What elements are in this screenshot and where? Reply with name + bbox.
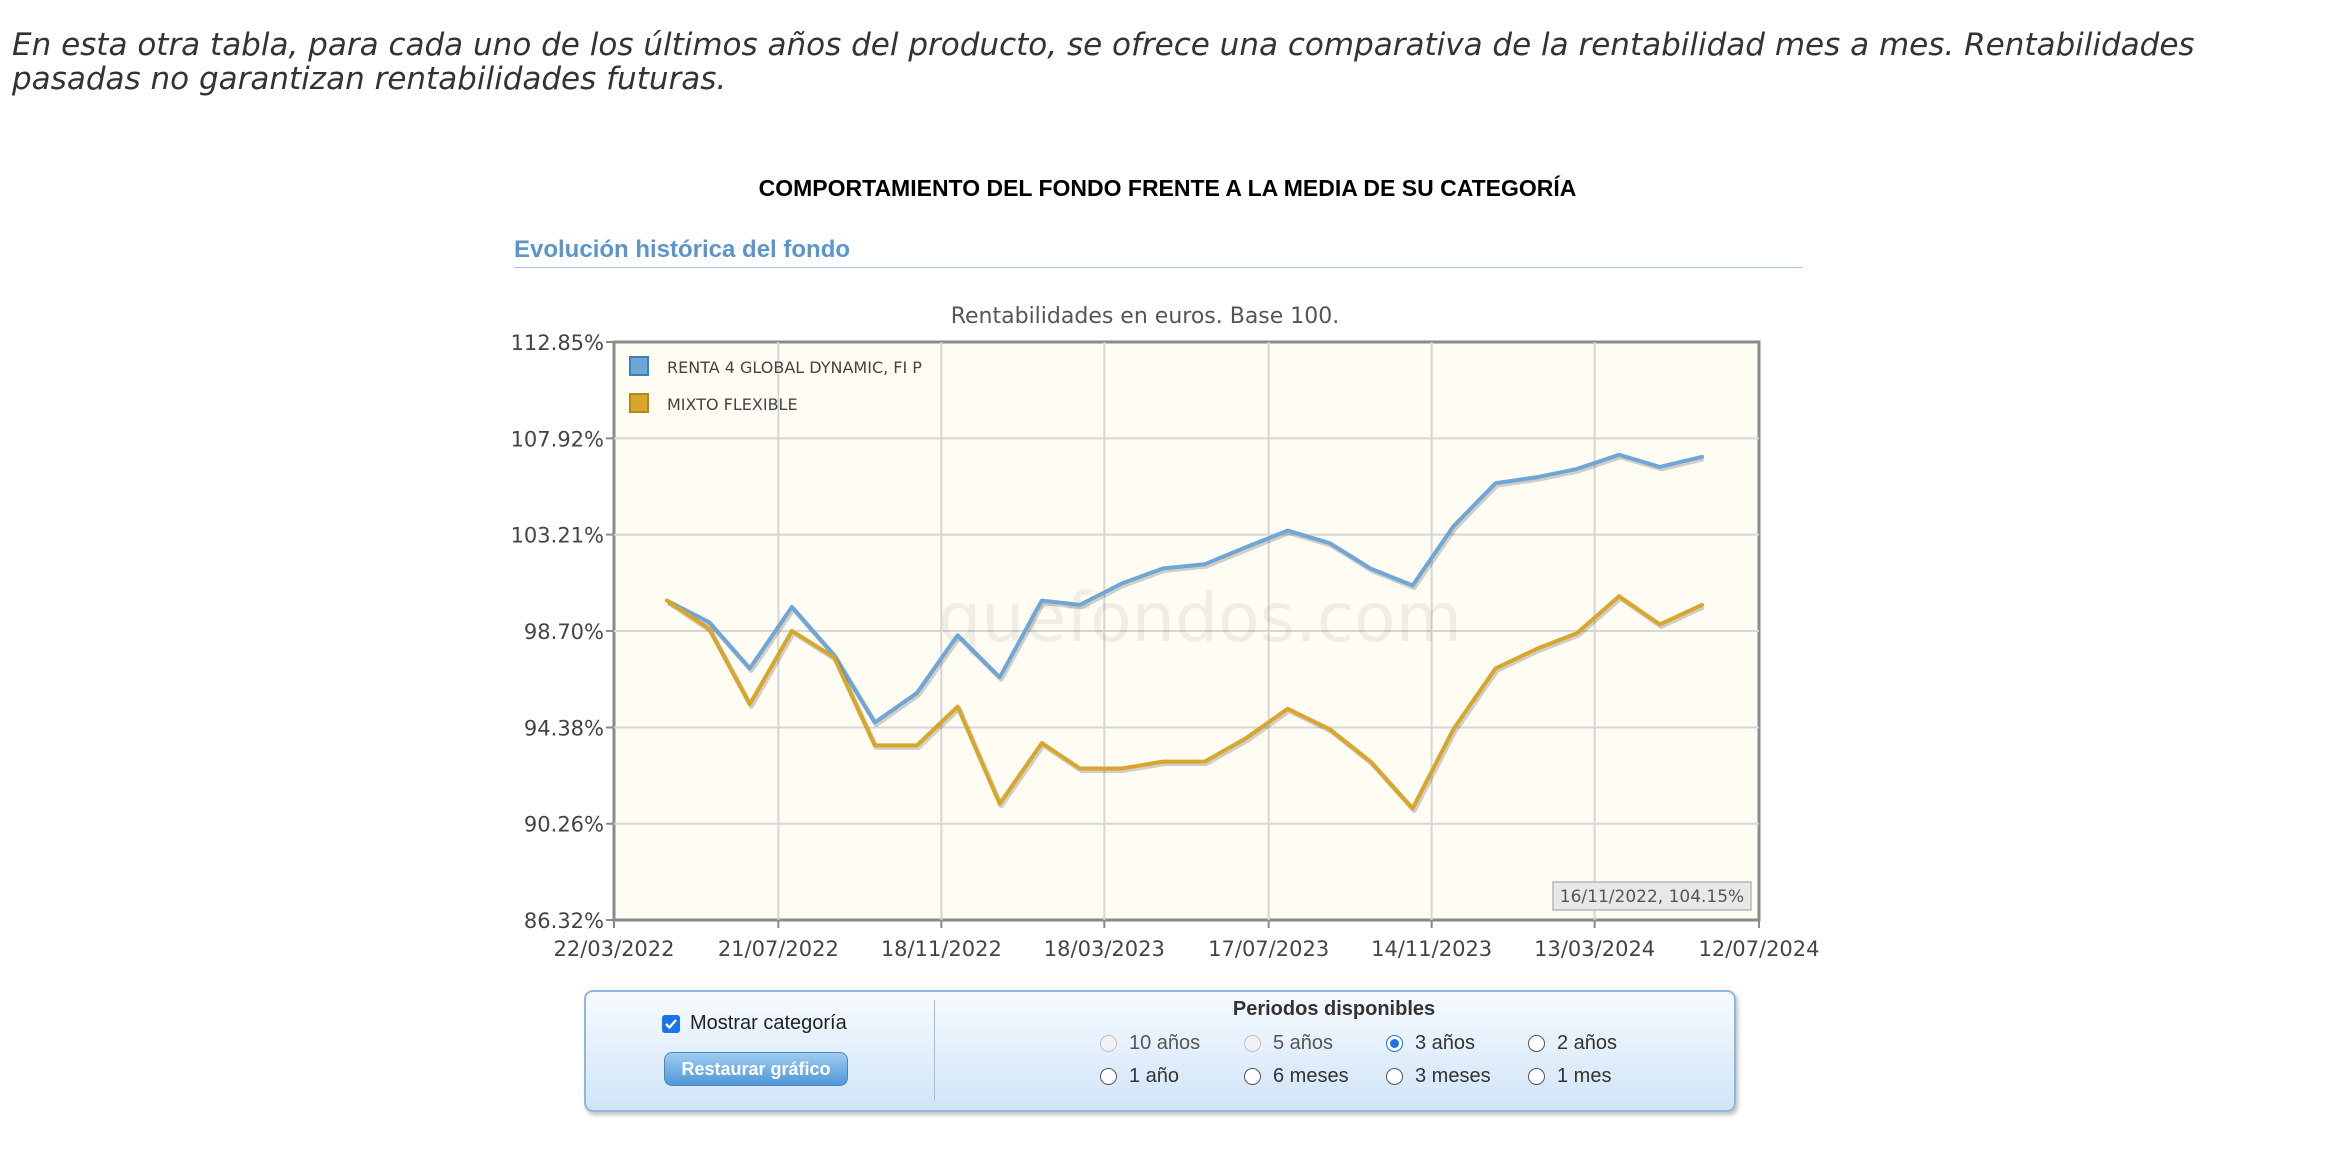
watermark: quefondos.com <box>938 579 1462 658</box>
period-label: 5 años <box>1273 1032 1334 1054</box>
period-radio[interactable] <box>1100 1035 1117 1052</box>
x-tick-label: 18/03/2023 <box>1044 937 1165 961</box>
legend: RENTA 4 GLOBAL DYNAMIC, FI P MIXTO FLEXI… <box>629 356 922 414</box>
period-radio[interactable] <box>1244 1068 1261 1085</box>
show-category-label[interactable]: Mostrar categoría <box>690 1012 847 1034</box>
periods-title: Periodos disponibles <box>1232 998 1436 1020</box>
period-option-3-years[interactable]: 3 años <box>1386 1032 1475 1055</box>
period-label: 1 mes <box>1557 1065 1612 1087</box>
period-label: 10 años <box>1129 1032 1201 1054</box>
period-option-6-months[interactable]: 6 meses <box>1244 1065 1349 1088</box>
period-label: 3 años <box>1415 1032 1476 1054</box>
y-tick-label: 86.32% <box>524 909 604 933</box>
section-divider <box>514 267 1802 268</box>
tooltip-text: 16/11/2022, 104.15% <box>1560 887 1744 907</box>
y-tick-label: 103.21% <box>511 524 604 548</box>
x-tick-label: 13/03/2024 <box>1534 937 1655 961</box>
chart-title: Rentabilidades en euros. Base 100. <box>951 304 1340 329</box>
period-option-10-years[interactable]: 10 años <box>1100 1032 1200 1055</box>
period-label: 3 meses <box>1415 1065 1491 1087</box>
period-radio[interactable] <box>1386 1035 1403 1052</box>
period-radio[interactable] <box>1386 1068 1403 1085</box>
period-option-2-years[interactable]: 2 años <box>1528 1032 1617 1055</box>
controls-divider <box>934 1000 935 1100</box>
period-radio[interactable] <box>1528 1068 1545 1085</box>
period-option-3-months[interactable]: 3 meses <box>1386 1065 1491 1088</box>
page-title: COMPORTAMIENTO DEL FONDO FRENTE A LA MED… <box>758 175 1577 201</box>
section-title: Evolución histórica del fondo <box>514 236 851 263</box>
period-label: 1 año <box>1129 1065 1180 1087</box>
y-tick-label: 107.92% <box>511 427 604 451</box>
y-tick-label: 90.26% <box>524 813 604 837</box>
x-tick-label: 18/11/2022 <box>881 937 1002 961</box>
restore-chart-button[interactable]: Restaurar gráfico <box>664 1052 848 1086</box>
period-option-1-month[interactable]: 1 mes <box>1528 1065 1611 1088</box>
y-tick-label: 94.38% <box>524 716 604 740</box>
period-radio[interactable] <box>1100 1068 1117 1085</box>
category-series-line[interactable] <box>665 594 1704 811</box>
performance-chart: Rentabilidades en euros. Base 100. quefo… <box>511 304 1820 961</box>
period-label: 6 meses <box>1273 1065 1349 1087</box>
y-tick-label: 112.85% <box>511 331 604 355</box>
fund-series-line[interactable] <box>665 452 1704 725</box>
x-tick-label: 17/07/2023 <box>1208 937 1329 961</box>
legend-swatch-fund[interactable] <box>629 356 649 376</box>
x-tick-label: 22/03/2022 <box>553 937 674 961</box>
x-tick-label: 21/07/2022 <box>718 937 839 961</box>
chart-controls: Mostrar categoría Restaurar gráfico Peri… <box>584 990 1736 1112</box>
intro-text: En esta otra tabla, para cada uno de los… <box>12 27 2195 97</box>
period-option-1-year[interactable]: 1 año <box>1100 1065 1179 1088</box>
legend-label-fund[interactable]: RENTA 4 GLOBAL DYNAMIC, FI P <box>667 358 922 377</box>
period-radio[interactable] <box>1528 1035 1545 1052</box>
show-category-toggle[interactable]: Mostrar categoría <box>662 1012 847 1035</box>
show-category-checkbox[interactable] <box>662 1014 680 1033</box>
x-tick-label: 14/11/2023 <box>1371 937 1492 961</box>
period-radio[interactable] <box>1244 1035 1261 1052</box>
x-tick-label: 12/07/2024 <box>1698 937 1819 961</box>
legend-swatch-category[interactable] <box>629 393 649 413</box>
y-tick-label: 98.70% <box>524 620 604 644</box>
period-label: 2 años <box>1557 1032 1618 1054</box>
legend-label-category[interactable]: MIXTO FLEXIBLE <box>667 395 798 414</box>
period-option-5-years[interactable]: 5 años <box>1244 1032 1333 1055</box>
tooltip: 16/11/2022, 104.15% <box>1552 881 1752 911</box>
